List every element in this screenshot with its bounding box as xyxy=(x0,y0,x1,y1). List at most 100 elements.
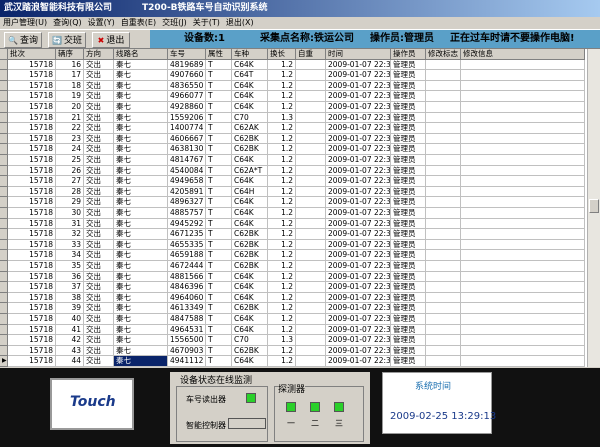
empty-cell[interactable] xyxy=(461,208,585,219)
row-indicator[interactable] xyxy=(0,102,8,113)
table-cell[interactable]: 秦七 xyxy=(114,229,168,240)
empty-cell[interactable] xyxy=(296,218,326,230)
table-cell[interactable]: 15718 xyxy=(8,123,56,134)
row-indicator[interactable] xyxy=(0,282,8,293)
empty-cell[interactable] xyxy=(426,229,461,240)
table-cell[interactable]: 2009-01-07 22:37:23 xyxy=(326,59,391,71)
table-cell[interactable]: 1.2 xyxy=(268,155,296,166)
empty-cell[interactable] xyxy=(426,59,461,71)
table-cell[interactable]: 管理员 xyxy=(391,59,426,71)
empty-cell[interactable] xyxy=(461,250,585,261)
table-cell[interactable]: 4638130 xyxy=(168,144,206,155)
table-cell[interactable]: 管理员 xyxy=(391,133,426,145)
table-cell[interactable]: 25 xyxy=(56,155,84,166)
table-cell[interactable]: 管理员 xyxy=(391,250,426,261)
table-cell[interactable]: T xyxy=(206,91,232,102)
empty-cell[interactable] xyxy=(461,303,585,314)
table-cell[interactable]: 交出 xyxy=(84,176,114,187)
column-header[interactable]: 自重 xyxy=(296,49,326,60)
empty-cell[interactable] xyxy=(461,324,585,336)
table-cell[interactable]: 交出 xyxy=(84,59,114,71)
table-cell[interactable]: 2009-01-07 22:37:57 xyxy=(326,218,391,230)
table-cell[interactable]: 15718 xyxy=(8,335,56,346)
table-cell[interactable]: 1.2 xyxy=(268,314,296,325)
table-cell[interactable]: 管理员 xyxy=(391,271,426,283)
table-cell[interactable]: 2009-01-07 22:37:39 xyxy=(326,133,391,145)
empty-cell[interactable] xyxy=(296,356,326,367)
table-cell[interactable]: 管理员 xyxy=(391,303,426,314)
table-cell[interactable]: 交出 xyxy=(84,165,114,177)
table-cell[interactable]: 15718 xyxy=(8,59,56,71)
row-indicator[interactable] xyxy=(0,123,8,134)
empty-cell[interactable] xyxy=(461,186,585,198)
table-cell[interactable]: 1.2 xyxy=(268,229,296,240)
table-cell[interactable]: 交出 xyxy=(84,335,114,346)
column-header[interactable]: 时间 xyxy=(326,49,391,60)
table-cell[interactable]: 1.2 xyxy=(268,123,296,134)
table-cell[interactable]: 4964531 xyxy=(168,324,206,336)
row-indicator[interactable] xyxy=(0,218,8,230)
table-cell[interactable]: 4945292 xyxy=(168,218,206,230)
row-indicator[interactable] xyxy=(0,59,8,71)
table-cell[interactable]: 管理员 xyxy=(391,165,426,177)
table-cell[interactable]: 2009-01-07 22:37:27 xyxy=(326,80,391,92)
table-cell[interactable]: 4885757 xyxy=(168,208,206,219)
table-cell[interactable]: 秦七 xyxy=(114,70,168,81)
menu-item[interactable]: 自重表(E) xyxy=(120,18,157,27)
table-cell[interactable]: 管理员 xyxy=(391,123,426,134)
table-cell[interactable]: 管理员 xyxy=(391,282,426,293)
table-cell[interactable]: 1.2 xyxy=(268,165,296,177)
table-cell[interactable]: C64K xyxy=(232,282,268,293)
row-indicator[interactable] xyxy=(0,250,8,261)
table-cell[interactable]: 16 xyxy=(56,59,84,71)
empty-cell[interactable] xyxy=(461,314,585,325)
table-cell[interactable]: 管理员 xyxy=(391,345,426,357)
table-cell[interactable]: 2009-01-07 22:38:07 xyxy=(326,271,391,283)
table-cell[interactable]: 15718 xyxy=(8,250,56,261)
table-cell[interactable]: 15718 xyxy=(8,271,56,283)
table-cell[interactable]: C64K xyxy=(232,271,268,283)
table-cell[interactable]: 29 xyxy=(56,197,84,208)
row-indicator[interactable] xyxy=(0,133,8,145)
table-cell[interactable]: 15718 xyxy=(8,324,56,336)
empty-cell[interactable] xyxy=(426,335,461,346)
table-cell[interactable]: T xyxy=(206,165,232,177)
table-cell[interactable]: 33 xyxy=(56,239,84,251)
table-cell[interactable]: 交出 xyxy=(84,292,114,304)
empty-cell[interactable] xyxy=(296,324,326,336)
table-cell[interactable]: 4964060 xyxy=(168,292,206,304)
empty-cell[interactable] xyxy=(296,250,326,261)
table-cell[interactable]: 23 xyxy=(56,133,84,145)
table-cell[interactable]: 4966077 xyxy=(168,91,206,102)
table-cell[interactable]: 4881566 xyxy=(168,271,206,283)
table-cell[interactable]: 4655335 xyxy=(168,239,206,251)
column-header[interactable]: 辆序 xyxy=(56,49,84,60)
empty-cell[interactable] xyxy=(296,229,326,240)
empty-cell[interactable] xyxy=(296,102,326,113)
row-indicator[interactable] xyxy=(0,197,8,208)
toolbar-button[interactable]: ✖ 退出 xyxy=(92,32,130,48)
table-cell[interactable]: 37 xyxy=(56,282,84,293)
table-cell[interactable]: 2009-01-07 22:37:30 xyxy=(326,91,391,102)
table-cell[interactable]: 4836550 xyxy=(168,80,206,92)
table-cell[interactable]: 交出 xyxy=(84,324,114,336)
table-cell[interactable]: 2009-01-07 22:38:11 xyxy=(326,292,391,304)
empty-cell[interactable] xyxy=(461,335,585,346)
empty-cell[interactable] xyxy=(461,282,585,293)
table-cell[interactable]: 34 xyxy=(56,250,84,261)
empty-cell[interactable] xyxy=(461,176,585,187)
empty-cell[interactable] xyxy=(426,80,461,92)
table-cell[interactable]: 秦七 xyxy=(114,176,168,187)
empty-cell[interactable] xyxy=(296,133,326,145)
table-cell[interactable]: 2009-01-07 22:38:09 xyxy=(326,282,391,293)
table-cell[interactable]: 秦七 xyxy=(114,292,168,304)
table-cell[interactable]: 41 xyxy=(56,324,84,336)
table-cell[interactable]: 15718 xyxy=(8,197,56,208)
empty-cell[interactable] xyxy=(461,80,585,92)
table-cell[interactable]: 2009-01-07 22:37:37 xyxy=(326,123,391,134)
row-indicator[interactable] xyxy=(0,345,8,357)
table-cell[interactable]: 1.2 xyxy=(268,345,296,357)
row-indicator[interactable] xyxy=(0,208,8,219)
table-cell[interactable]: 管理员 xyxy=(391,91,426,102)
table-cell[interactable]: 2009-01-07 22:37:41 xyxy=(326,144,391,155)
